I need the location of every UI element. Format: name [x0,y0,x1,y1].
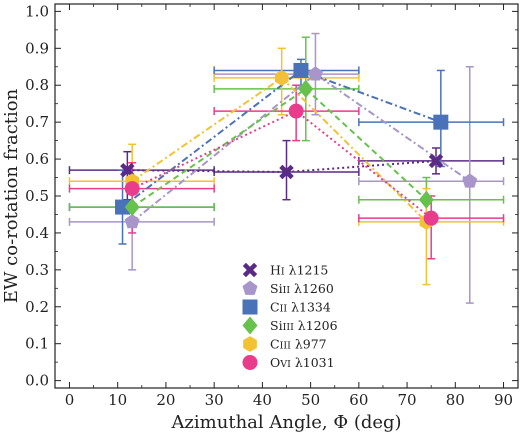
x-tick-label: 10 [108,391,127,409]
y-tick-label: 0.7 [25,113,49,131]
y-tick-label: 0.1 [25,335,49,353]
y-axis-label: EW co-rotation fraction [1,88,22,303]
x-tick-label: 80 [446,391,465,409]
legend-label-2: CII λ1334 [270,300,331,315]
legend-marker-4 [243,336,257,352]
x-tick-label: 60 [349,391,368,409]
y-tick-label: 0.5 [25,187,49,205]
data-point-3-2 [418,190,434,209]
y-tick-label: 0.8 [25,76,49,94]
x-tick-label: 50 [301,391,320,409]
data-markers [115,62,478,230]
data-point-3-0 [124,198,140,217]
y-tick-label: 0.2 [25,298,49,316]
data-point-1-0 [124,213,140,229]
data-point-1-2 [462,173,478,188]
legend-label-1: SiII λ1260 [270,281,334,296]
y-tick-label: 0.3 [25,261,49,279]
x-tick-label: 90 [494,391,513,409]
x-tick-label: 20 [156,391,175,409]
legend-marker-1 [242,280,258,295]
data-point-2-0 [115,199,131,215]
y-tick-label: 0.4 [25,224,49,242]
data-point-0-0 [120,162,135,178]
data-point-0-2 [428,153,444,169]
data-point-5-2 [423,210,439,226]
x-axis-label: Azimuthal Angle, Φ (deg) [170,412,401,433]
legend-label-5: OVI λ1031 [270,355,335,370]
legend: HI λ1215 SiII λ1260 CII λ1334 SiIII λ1206 CI… [242,262,338,370]
data-point-5-1 [288,103,304,119]
y-tick-label: 0.9 [25,39,49,57]
x-tick-label: 70 [398,391,417,409]
y-tick-label: 0.0 [25,372,49,390]
data-point-5-0 [124,181,140,197]
legend-marker-2 [242,299,258,315]
legend-marker-5 [242,355,258,370]
legend-label-3: SiIII λ1206 [270,318,338,333]
legend-label-0: HI λ1215 [270,263,328,278]
axis-ticks: 0 10 20 30 40 50 60 70 80 90 0.0 0.1 0.2 0.3 0.4 0.5 0.6… [25,2,518,409]
data-point-1-1 [307,66,323,81]
legend-marker-3 [242,316,258,335]
data-point-2-1 [293,62,309,78]
data-point-2-2 [433,114,449,130]
x-tick-label: 30 [205,391,224,409]
y-tick-label: 0.6 [25,150,49,168]
x-tick-label: 40 [253,391,272,409]
x-tick-label: 0 [65,391,75,409]
legend-label-4: CIII λ977 [270,337,327,352]
data-point-4-1 [274,69,289,86]
legend-marker-0 [242,262,258,278]
data-point-0-1 [279,164,294,180]
data-point-3-1 [298,79,314,98]
y-tick-label: 1.0 [25,2,49,20]
series-line-5 [131,109,432,219]
